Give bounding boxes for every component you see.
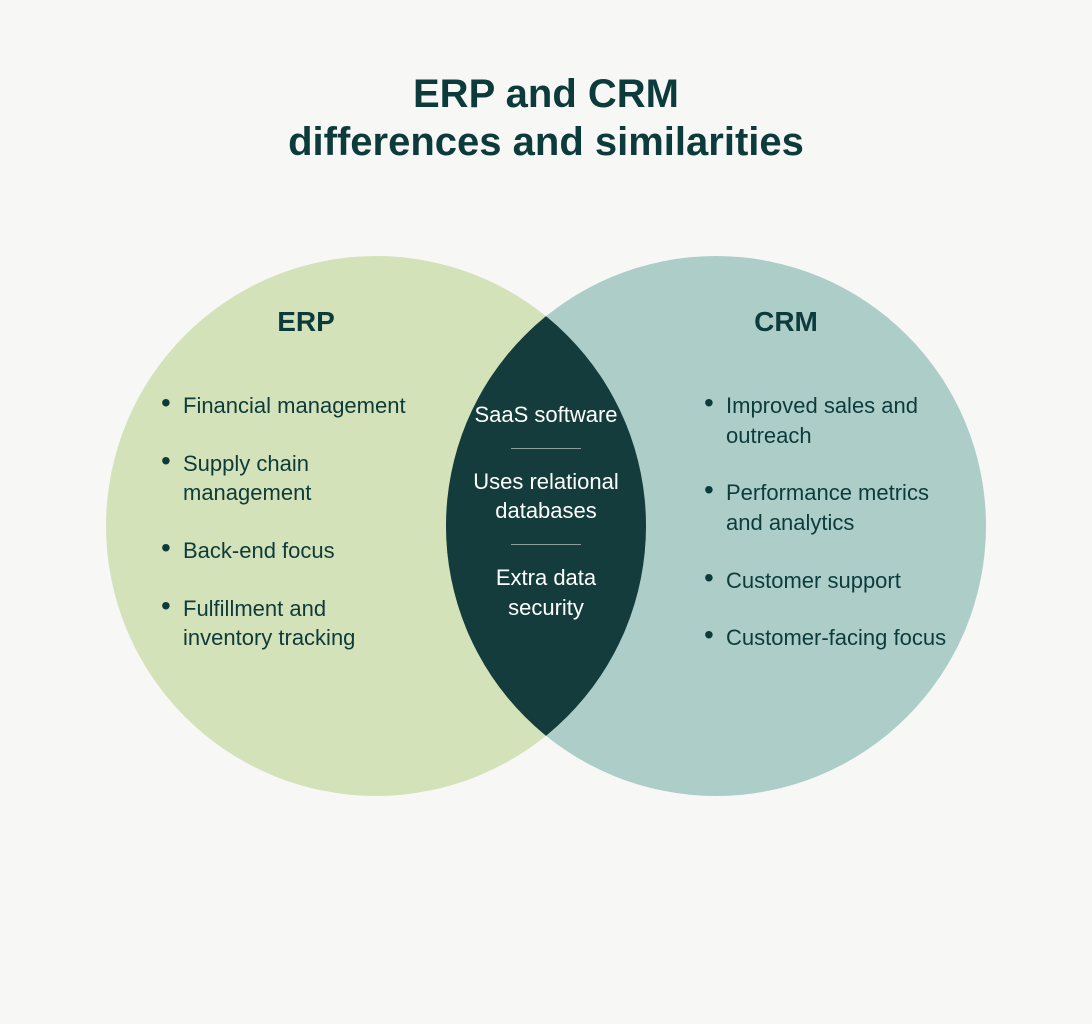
left-bullets: Financial management Supply chain manage… xyxy=(161,391,411,681)
left-region-label: ERP xyxy=(206,306,406,338)
center-divider xyxy=(511,448,581,449)
right-region-label: CRM xyxy=(686,306,886,338)
list-item: Performance metrics and analytics xyxy=(704,478,954,537)
list-item: Financial management xyxy=(161,391,411,421)
list-item: Back-end focus xyxy=(161,536,411,566)
center-item: Uses relational databases xyxy=(461,453,631,540)
right-bullets: Improved sales and outreach Performance … xyxy=(704,391,954,681)
list-item: Fulfillment and inventory tracking xyxy=(161,594,411,653)
title-line-2: differences and similarities xyxy=(288,120,804,164)
list-item: Customer support xyxy=(704,566,954,596)
list-item: Customer-facing focus xyxy=(704,623,954,653)
center-items: SaaS software Uses relational databases … xyxy=(461,386,631,636)
center-item: Extra data security xyxy=(461,549,631,636)
list-item: Supply chain management xyxy=(161,449,411,508)
page-title: ERP and CRM differences and similarities xyxy=(288,70,804,166)
center-divider xyxy=(511,544,581,545)
title-line-1: ERP and CRM xyxy=(413,72,679,116)
venn-diagram-page: ERP and CRM differences and similarities… xyxy=(0,0,1092,1024)
venn-container: ERP CRM Financial management Supply chai… xyxy=(106,256,986,796)
list-item: Improved sales and outreach xyxy=(704,391,954,450)
center-item: SaaS software xyxy=(461,386,631,444)
